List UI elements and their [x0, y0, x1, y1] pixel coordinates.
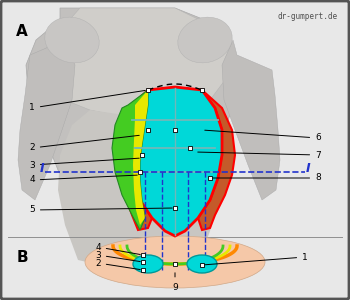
- Text: I: I: [306, 163, 310, 176]
- Polygon shape: [222, 40, 280, 200]
- Polygon shape: [18, 40, 75, 200]
- Text: B: B: [16, 250, 28, 266]
- Text: 9: 9: [172, 273, 178, 292]
- Ellipse shape: [45, 17, 99, 63]
- Ellipse shape: [85, 236, 265, 288]
- Ellipse shape: [133, 255, 163, 273]
- Text: dr-gumpert.de: dr-gumpert.de: [278, 12, 338, 21]
- Text: 7: 7: [198, 151, 321, 160]
- Polygon shape: [112, 90, 148, 230]
- Text: 4: 4: [29, 175, 137, 184]
- Text: 6: 6: [205, 130, 321, 142]
- Polygon shape: [128, 87, 222, 236]
- Text: I: I: [40, 163, 44, 176]
- Text: 1: 1: [29, 90, 145, 112]
- Text: 5: 5: [29, 206, 172, 214]
- Text: 3: 3: [95, 250, 140, 262]
- Text: 1: 1: [205, 253, 308, 265]
- Text: A: A: [16, 25, 28, 40]
- Polygon shape: [198, 90, 235, 230]
- Polygon shape: [45, 8, 230, 118]
- Polygon shape: [26, 8, 240, 265]
- Text: 4: 4: [95, 242, 140, 254]
- Polygon shape: [133, 90, 148, 225]
- Text: 2: 2: [95, 259, 140, 270]
- Polygon shape: [115, 90, 152, 230]
- Text: 8: 8: [213, 173, 321, 182]
- Ellipse shape: [187, 255, 217, 273]
- Text: 3: 3: [29, 158, 139, 169]
- Text: 2: 2: [29, 135, 139, 152]
- Polygon shape: [58, 110, 218, 265]
- Ellipse shape: [178, 17, 232, 63]
